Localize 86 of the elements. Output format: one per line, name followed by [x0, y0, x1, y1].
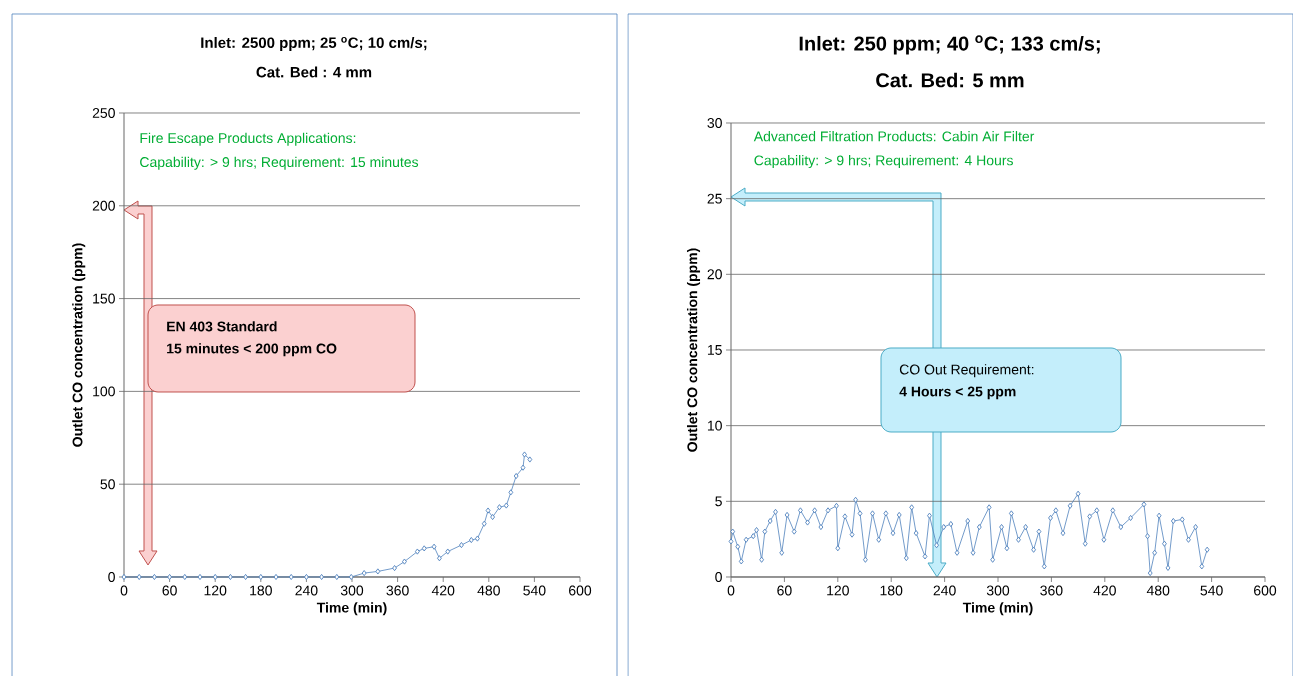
point — [121, 573, 127, 581]
x-tick-label: 0 — [727, 585, 735, 596]
point — [319, 573, 325, 581]
chart-subtitle: Cat. Bed: 5 mm — [876, 72, 1024, 88]
annotation: Fire Escape Products Applications: — [140, 132, 356, 146]
point — [497, 504, 502, 511]
x-tick-label: 300 — [340, 585, 364, 596]
point — [421, 545, 427, 552]
point — [490, 513, 496, 521]
x-tick-label: 480 — [477, 585, 500, 596]
y-tick-label: 100 — [93, 386, 115, 397]
point — [361, 570, 367, 577]
point — [459, 542, 464, 549]
x-tick-label: 60 — [162, 585, 177, 596]
point — [527, 456, 533, 463]
point — [258, 573, 264, 581]
chart-title: Inlet: 2500 ppm; 25 $^{o}$C; 10 cm/s; — [201, 37, 427, 51]
x-tick-label: 120 — [204, 585, 227, 596]
point — [503, 502, 509, 509]
point — [468, 537, 474, 544]
point — [431, 543, 437, 550]
x-tick-label: 0 — [120, 585, 128, 596]
point — [508, 489, 514, 496]
point — [182, 573, 188, 581]
point — [414, 548, 420, 555]
y-tick-label: 0 — [715, 572, 722, 582]
x-tick-label: 540 — [1200, 585, 1223, 596]
x-tick-label: 120 — [827, 585, 849, 596]
x-tick-label: 600 — [1254, 585, 1277, 596]
x-tick-label: 360 — [1040, 585, 1063, 596]
point — [273, 573, 279, 581]
point — [392, 565, 397, 572]
point — [481, 520, 487, 527]
x-tick-label: 600 — [569, 585, 592, 596]
y-tick-label: 250 — [92, 108, 115, 118]
annotation: CO Out Requirement: — [899, 364, 1034, 378]
point — [475, 535, 480, 542]
point — [243, 573, 249, 581]
y-tick-label: 50 — [100, 479, 115, 490]
point — [522, 451, 527, 458]
x-tick-label: 60 — [777, 585, 792, 596]
point — [520, 464, 526, 471]
x-tick-label: 300 — [986, 585, 1010, 596]
x-tick-label: 180 — [250, 585, 272, 596]
y-tick-label: 5 — [715, 496, 722, 507]
y-tick-label: 25 — [707, 193, 722, 204]
annotation: Advanced Filtration Products: Cabin Air Filter — [753, 131, 1035, 142]
y-tick-label: 30 — [707, 118, 722, 128]
point — [445, 548, 451, 555]
point — [402, 558, 407, 565]
y-tick-label: 0 — [108, 572, 115, 582]
annotation: EN 403 Standard — [167, 321, 277, 332]
annotation: 15 minutes < 200 ppm CO — [167, 343, 337, 357]
x-tick-label: 420 — [1093, 585, 1116, 596]
point — [437, 555, 442, 562]
x-tick-label: 420 — [431, 585, 455, 596]
annotation: Capability: > 9 hrs; Requirement: 15 minutes — [140, 156, 419, 170]
point — [288, 573, 294, 581]
chart-title: Inlet: 250 ppm; 40 $^{o}$C; 133 cm/s; — [799, 35, 1100, 55]
x-tick-label: 180 — [880, 585, 903, 596]
y-tick-label: 10 — [707, 420, 722, 431]
x-tick-label: 240 — [933, 585, 956, 596]
point — [375, 568, 381, 575]
y-axis-title: Outlet CO concentration (ppm) — [686, 248, 701, 452]
x-tick-label: 360 — [386, 585, 409, 596]
y-axis-title: Outlet CO concentration (ppm) — [72, 243, 86, 447]
point — [348, 573, 354, 581]
point — [167, 573, 173, 581]
y-tick-label: 200 — [92, 200, 115, 211]
point — [485, 507, 491, 514]
point — [212, 573, 218, 581]
point — [513, 472, 519, 480]
y-tick-label: 150 — [93, 293, 115, 304]
point — [334, 573, 340, 581]
point — [136, 573, 142, 581]
annotation: 4 Hours < 25 ppm — [899, 386, 1016, 400]
x-tick-label: 480 — [1146, 585, 1170, 596]
x-axis-title: Time (min) — [316, 602, 387, 616]
annotation: Capability: > 9 hrs; Requirement: 4 Hours — [754, 155, 1013, 169]
chart-subtitle: Cat. Bed : 4 mm — [256, 66, 372, 78]
point — [197, 573, 203, 581]
y-tick-label: 20 — [707, 269, 722, 280]
y-tick-label: 15 — [707, 345, 722, 355]
x-axis-title: Time (min) — [962, 602, 1033, 616]
x-tick-label: 540 — [523, 585, 546, 596]
x-tick-label: 240 — [295, 585, 318, 596]
